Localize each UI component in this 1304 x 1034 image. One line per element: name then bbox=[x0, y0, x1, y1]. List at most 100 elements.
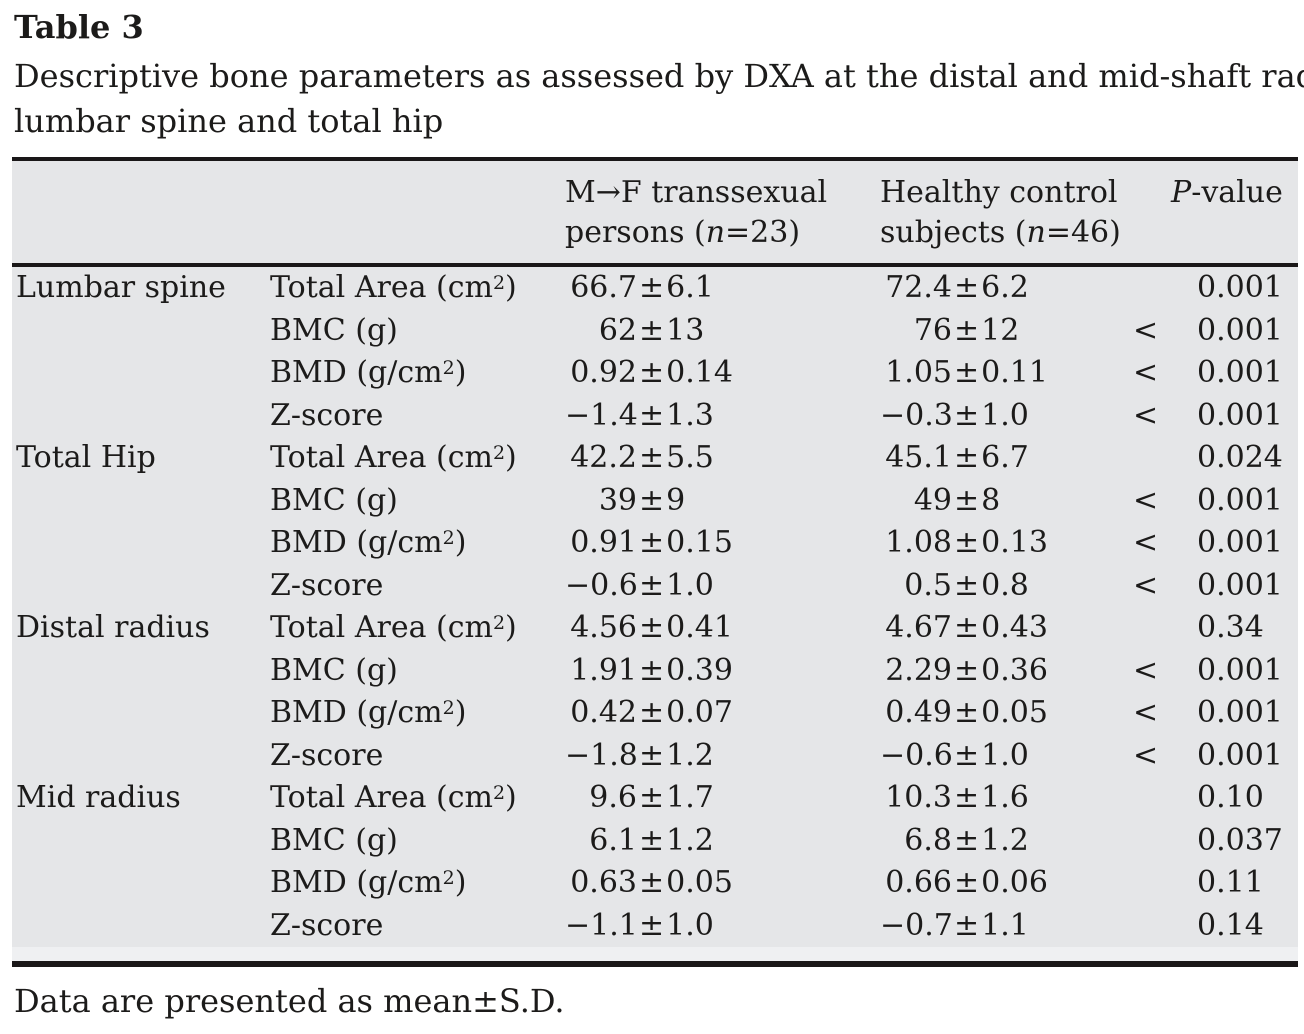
table-row: BMC (g) 1.91±0.39 2.29±0.36 <0.001 bbox=[16, 650, 1294, 693]
site-label bbox=[16, 480, 270, 523]
mean: −1.8 bbox=[565, 737, 638, 773]
mf-value-cell: 39±9 bbox=[565, 480, 880, 523]
parameter-text: BMD (g/cm bbox=[270, 355, 443, 390]
parameter-text: BMC (g) bbox=[270, 652, 398, 688]
mean: 42.2 bbox=[570, 440, 637, 475]
hc-header-line2: subjects ( bbox=[880, 215, 1027, 250]
p-number: 0.001 bbox=[1197, 270, 1283, 305]
hc-value-cell: 0.5±0.8 bbox=[880, 565, 1133, 608]
mean: 10.3 bbox=[885, 780, 952, 815]
p-number: 0.001 bbox=[1197, 397, 1283, 433]
mean: 6.8 bbox=[904, 822, 952, 858]
site-label bbox=[16, 352, 270, 395]
hc-value-cell: 6.8±1.2 bbox=[880, 820, 1133, 863]
parameter-text: BMD (g/cm bbox=[270, 865, 443, 900]
table-row: BMD (g/cm2) 0.42±0.07 0.49±0.05 <0.001 bbox=[16, 692, 1294, 735]
plus-minus: ± bbox=[639, 865, 665, 900]
hc-header-line2-end: =46) bbox=[1045, 215, 1121, 250]
sd: 12 bbox=[981, 312, 1020, 348]
parameter-label: Total Area (cm2) bbox=[270, 607, 565, 650]
plus-minus: ± bbox=[954, 652, 980, 688]
mf-value-cell: 0.91±0.15 bbox=[565, 522, 880, 565]
mean: 9.6 bbox=[589, 780, 637, 815]
p-number: 0.34 bbox=[1197, 610, 1264, 645]
parameter-label: BMD (g/cm2) bbox=[270, 522, 565, 565]
sd: 1.2 bbox=[666, 822, 714, 858]
mean: 0.63 bbox=[570, 865, 637, 900]
parameter-label: Z-score bbox=[270, 565, 565, 608]
superscript-2: 2 bbox=[442, 357, 455, 379]
p-value-cell: 0.037 bbox=[1133, 820, 1294, 863]
mean: −1.4 bbox=[565, 397, 638, 433]
hc-value-cell: 10.3±1.6 bbox=[880, 777, 1133, 820]
site-label bbox=[16, 820, 270, 863]
sd: 6.1 bbox=[666, 270, 714, 305]
p-number: 0.024 bbox=[1197, 440, 1283, 475]
superscript-2: 2 bbox=[442, 867, 455, 889]
sd: 0.06 bbox=[981, 865, 1048, 900]
sd: 6.7 bbox=[981, 440, 1029, 475]
plus-minus: ± bbox=[639, 440, 665, 475]
p-header-rest: -value bbox=[1191, 175, 1283, 210]
site-label bbox=[16, 522, 270, 565]
footnote-sd: S.D. bbox=[498, 982, 565, 1020]
p-prefix: < bbox=[1133, 312, 1159, 348]
mf-header-line1: M→F transsexual bbox=[565, 175, 828, 210]
mf-header-line2-end: =23) bbox=[725, 215, 801, 250]
plus-minus: ± bbox=[639, 737, 665, 773]
parameter-close: ) bbox=[454, 525, 467, 560]
hc-value-cell: 49±8 bbox=[880, 480, 1133, 523]
mean: −0.6 bbox=[565, 567, 638, 603]
superscript-2: 2 bbox=[442, 697, 455, 719]
parameter-label: Total Area (cm2) bbox=[270, 777, 565, 820]
table-body: Lumbar spine Total Area (cm2) 66.7±6.1 7… bbox=[12, 267, 1298, 947]
sd: 1.1 bbox=[981, 907, 1029, 943]
mf-value-cell: −1.8±1.2 bbox=[565, 735, 880, 778]
p-value-cell: <0.001 bbox=[1133, 352, 1294, 395]
mean: −0.6 bbox=[880, 737, 953, 773]
plus-minus: ± bbox=[954, 312, 980, 348]
mean: 39 bbox=[598, 482, 637, 518]
mf-value-cell: 62±13 bbox=[565, 310, 880, 353]
p-number: 0.10 bbox=[1197, 780, 1264, 815]
mean: 1.91 bbox=[570, 652, 637, 688]
mean: 76 bbox=[913, 312, 952, 348]
p-prefix: < bbox=[1133, 737, 1159, 773]
site-label: Total Hip bbox=[16, 440, 156, 475]
header-p-value: P-value bbox=[1133, 173, 1294, 263]
p-prefix: < bbox=[1133, 397, 1159, 433]
table-row: BMD (g/cm2) 0.92±0.14 1.05±0.11 <0.001 bbox=[16, 352, 1294, 395]
italic-p: P bbox=[1171, 175, 1192, 210]
mean: 4.67 bbox=[885, 610, 952, 645]
superscript-2: 2 bbox=[492, 442, 506, 464]
hc-value-cell: 1.08±0.13 bbox=[880, 522, 1133, 565]
footnote-text: Data are presented as mean bbox=[14, 982, 473, 1020]
p-prefix: < bbox=[1133, 482, 1159, 518]
parameter-close: ) bbox=[505, 780, 517, 815]
mf-value-cell: 9.6±1.7 bbox=[565, 777, 880, 820]
mf-value-cell: 0.92±0.14 bbox=[565, 352, 880, 395]
plus-minus: ± bbox=[954, 610, 980, 645]
sd: 9 bbox=[666, 482, 686, 518]
p-value-cell: 0.14 bbox=[1133, 905, 1294, 948]
site-label: Mid radius bbox=[16, 780, 181, 815]
superscript-2: 2 bbox=[492, 782, 506, 804]
hc-value-cell: 72.4±6.2 bbox=[880, 267, 1133, 310]
p-number: 0.11 bbox=[1197, 865, 1264, 900]
plus-minus: ± bbox=[954, 907, 980, 943]
sd: 1.0 bbox=[981, 737, 1029, 773]
hc-value-cell: 4.67±0.43 bbox=[880, 607, 1133, 650]
hc-value-cell: 2.29±0.36 bbox=[880, 650, 1133, 693]
p-number: 0.001 bbox=[1197, 652, 1283, 688]
hc-header-line1: Healthy control bbox=[880, 175, 1118, 210]
mean: 72.4 bbox=[885, 270, 952, 305]
mf-value-cell: 0.42±0.07 bbox=[565, 692, 880, 735]
plus-minus: ± bbox=[954, 525, 980, 560]
site-label bbox=[16, 395, 270, 438]
p-prefix: < bbox=[1133, 567, 1159, 603]
parameter-label: Z-score bbox=[270, 905, 565, 948]
mean: 0.92 bbox=[570, 355, 637, 390]
sd: 8 bbox=[981, 482, 1001, 518]
mf-value-cell: −0.6±1.0 bbox=[565, 565, 880, 608]
